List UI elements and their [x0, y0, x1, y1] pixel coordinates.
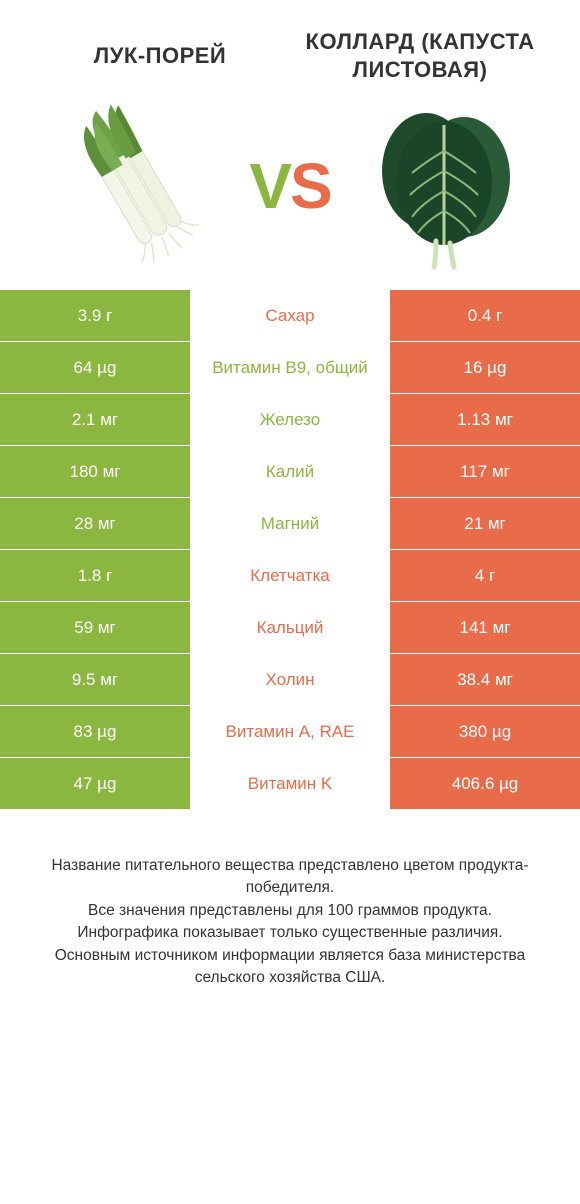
nutrient-label: Витамин B9, общий [190, 342, 390, 393]
table-row: 9.5 мгХолин38.4 мг [0, 653, 580, 705]
left-value: 9.5 мг [0, 654, 190, 705]
left-value: 3.9 г [0, 290, 190, 341]
table-row: 3.9 гСахар0.4 г [0, 289, 580, 341]
collard-image [339, 101, 550, 271]
nutrient-label: Витамин A, RAE [190, 706, 390, 757]
left-value: 28 мг [0, 498, 190, 549]
footer-line: Основным источником информации является … [30, 945, 550, 990]
right-value: 4 г [390, 550, 580, 601]
comparison-table: 3.9 гСахар0.4 г64 µgВитамин B9, общий16 … [0, 289, 580, 809]
collard-icon [364, 101, 524, 271]
leek-icon [51, 101, 221, 271]
right-value: 380 µg [390, 706, 580, 757]
left-value: 47 µg [0, 758, 190, 809]
nutrient-label: Магний [190, 498, 390, 549]
footer-notes: Название питательного вещества представл… [0, 809, 580, 990]
footer-line: Инфографика показывает только существенн… [30, 922, 550, 944]
nutrient-label: Калий [190, 446, 390, 497]
left-value: 2.1 мг [0, 394, 190, 445]
nutrient-label: Сахар [190, 290, 390, 341]
table-row: 1.8 гКлетчатка4 г [0, 549, 580, 601]
nutrient-label: Клетчатка [190, 550, 390, 601]
right-value: 406.6 µg [390, 758, 580, 809]
right-value: 38.4 мг [390, 654, 580, 705]
vs-v: V [249, 150, 290, 222]
left-value: 180 мг [0, 446, 190, 497]
right-value: 117 мг [390, 446, 580, 497]
right-value: 16 µg [390, 342, 580, 393]
nutrient-label: Кальций [190, 602, 390, 653]
footer-line: Все значения представлены для 100 граммо… [30, 900, 550, 922]
left-value: 1.8 г [0, 550, 190, 601]
nutrient-label: Витамин K [190, 758, 390, 809]
left-value: 64 µg [0, 342, 190, 393]
product-images-row: VS [0, 93, 580, 289]
vs-label: VS [249, 149, 330, 223]
left-product-title: ЛУК-ПОРЕЙ [30, 43, 290, 69]
table-row: 180 мгКалий117 мг [0, 445, 580, 497]
table-row: 2.1 мгЖелезо1.13 мг [0, 393, 580, 445]
footer-line: Название питательного вещества представл… [30, 855, 550, 900]
nutrient-label: Железо [190, 394, 390, 445]
table-row: 64 µgВитамин B9, общий16 µg [0, 341, 580, 393]
leek-image [30, 101, 241, 271]
header: ЛУК-ПОРЕЙ КОЛЛАРД (КАПУСТА ЛИСТОВАЯ) [0, 0, 580, 93]
right-value: 1.13 мг [390, 394, 580, 445]
right-product-title: КОЛЛАРД (КАПУСТА ЛИСТОВАЯ) [290, 28, 550, 83]
right-value: 0.4 г [390, 290, 580, 341]
left-value: 59 мг [0, 602, 190, 653]
vs-s: S [290, 150, 331, 222]
table-row: 47 µgВитамин K406.6 µg [0, 757, 580, 809]
right-value: 21 мг [390, 498, 580, 549]
table-row: 83 µgВитамин A, RAE380 µg [0, 705, 580, 757]
table-row: 28 мгМагний21 мг [0, 497, 580, 549]
right-value: 141 мг [390, 602, 580, 653]
nutrient-label: Холин [190, 654, 390, 705]
left-value: 83 µg [0, 706, 190, 757]
table-row: 59 мгКальций141 мг [0, 601, 580, 653]
